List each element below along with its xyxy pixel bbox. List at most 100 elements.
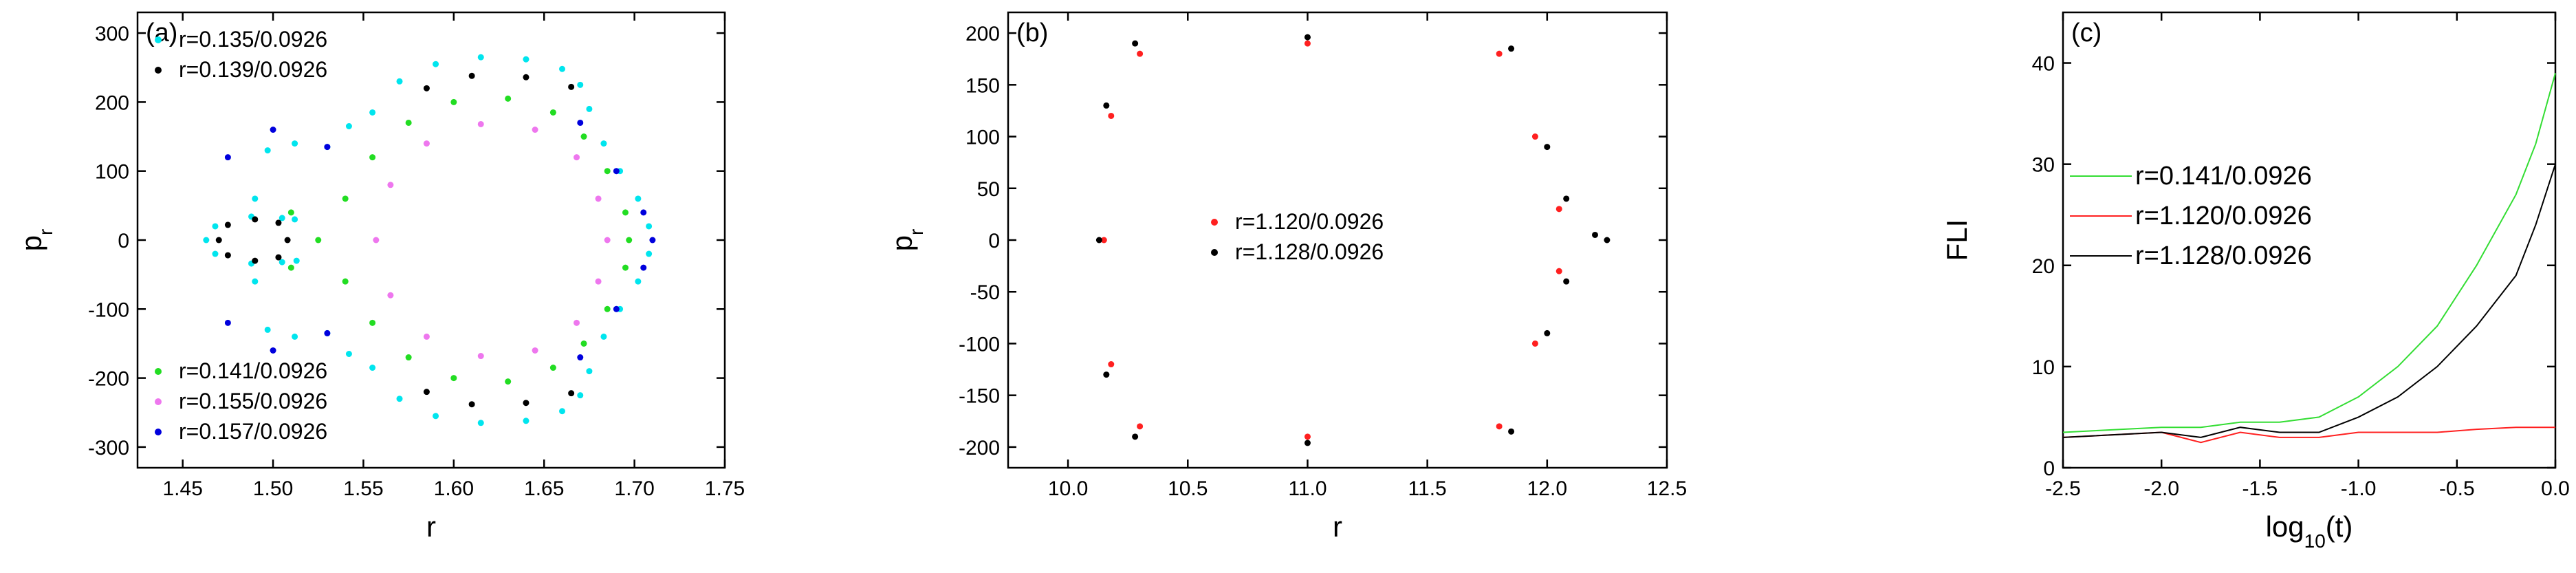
x-tick-label: 1.75 [705, 477, 745, 500]
legend-marker [1211, 219, 1218, 226]
data-point [626, 237, 633, 244]
data-point [574, 154, 580, 161]
legend-label: r=1.128/0.0926 [2135, 241, 2312, 270]
data-point [505, 378, 512, 385]
y-tick-label: 0 [988, 230, 1000, 252]
data-point [532, 347, 538, 354]
data-point [1100, 237, 1107, 244]
y-tick-label: 50 [977, 178, 1000, 201]
x-tick-label: 0.0 [2541, 477, 2570, 500]
legend-label: r=0.135/0.0926 [179, 27, 327, 52]
data-point [595, 278, 602, 285]
y-axis-label: FLI [1941, 219, 1973, 261]
x-tick-label: 11.5 [1408, 477, 1447, 500]
x-tick-label: -2.5 [2045, 477, 2081, 500]
data-point [224, 252, 231, 259]
data-point [1137, 423, 1144, 430]
data-point [396, 78, 403, 85]
data-point [1508, 428, 1515, 435]
x-axis-label-sub: 10 [2304, 530, 2326, 552]
data-point [212, 223, 219, 230]
data-point [586, 368, 593, 375]
data-point [649, 237, 656, 244]
data-point [1304, 440, 1311, 446]
data-point [1137, 50, 1144, 57]
data-point [468, 401, 475, 408]
data-point [559, 65, 566, 72]
y-tick-label: -100 [959, 333, 1000, 356]
x-tick-label: -0.5 [2439, 477, 2475, 500]
legend-marker [155, 36, 162, 43]
data-point [275, 254, 282, 261]
data-point [1108, 112, 1115, 119]
y-tick-label: 200 [965, 23, 1000, 45]
data-point [292, 333, 298, 340]
data-point [324, 144, 331, 151]
data-point [1604, 237, 1611, 244]
legend-label: r=0.157/0.0926 [179, 419, 327, 444]
data-point [1496, 50, 1503, 57]
y-tick-label: -100 [88, 299, 129, 321]
data-point [568, 83, 575, 90]
y-tick-label: 150 [965, 74, 1000, 97]
data-point [1563, 278, 1570, 285]
data-point [1556, 268, 1562, 274]
data-point [224, 154, 231, 161]
series-line [2062, 73, 2556, 433]
data-point [635, 195, 642, 202]
x-tick-label: 12.5 [1647, 477, 1687, 500]
data-point [574, 319, 580, 326]
data-point [646, 250, 653, 257]
data-point [387, 182, 394, 188]
data-point [577, 392, 584, 399]
data-point [635, 278, 642, 285]
panel-label: (b) [1016, 19, 1048, 47]
data-point [604, 305, 611, 312]
data-point [559, 408, 566, 415]
data-point [577, 81, 584, 88]
legend-label: r=1.128/0.0926 [1235, 239, 1384, 264]
data-point [215, 237, 222, 244]
data-point [264, 326, 271, 333]
data-point [345, 351, 352, 357]
data-point [423, 333, 430, 340]
data-point [640, 209, 647, 216]
data-point [405, 119, 412, 126]
x-axis-label: log10(t) [2266, 510, 2353, 552]
panel-3: -2.5 -2.0 -1.5 -1.0 -0.5 0.0 0 10 20 30 40 (c) log10… [1941, 11, 2570, 552]
data-point [1095, 237, 1102, 244]
data-point [433, 413, 439, 420]
data-point [1132, 40, 1139, 47]
data-point [270, 347, 276, 354]
data-point [423, 85, 430, 91]
data-point [387, 292, 394, 299]
data-point [523, 56, 530, 63]
data-point [523, 74, 530, 80]
x-tick-label: -1.0 [2341, 477, 2377, 500]
y-tick-label: 100 [965, 127, 1000, 149]
data-point [1132, 433, 1139, 440]
panel-1: 1.45 1.50 1.55 1.60 1.65 1.70 1.75 -300 -200 -100… [15, 11, 745, 543]
data-point [1563, 195, 1570, 202]
data-point [1496, 423, 1503, 430]
panel-2: 10.0 10.5 11.0 11.5 12.0 12.5 -200 -150 -100 -50 0… [886, 11, 1687, 543]
legend-label: r=0.141/0.0926 [2135, 162, 2312, 191]
y-axis-label-sub: r [35, 229, 56, 235]
data-point [252, 257, 259, 264]
data-point [1508, 45, 1515, 52]
x-axis-label-tail: (t) [2326, 510, 2353, 543]
data-point [622, 264, 629, 271]
data-point [369, 365, 376, 371]
x-tick-label: 10.5 [1168, 477, 1208, 500]
x-tick-label: 1.50 [253, 477, 293, 500]
data-point [1108, 361, 1115, 368]
y-tick-label: 10 [2032, 356, 2055, 379]
data-point [270, 127, 276, 133]
data-point [369, 154, 376, 161]
legend-marker [155, 368, 162, 375]
data-point [450, 375, 457, 382]
plot-frame [2062, 11, 2557, 469]
data-point [549, 109, 556, 116]
y-tick-label: 0 [118, 230, 129, 252]
